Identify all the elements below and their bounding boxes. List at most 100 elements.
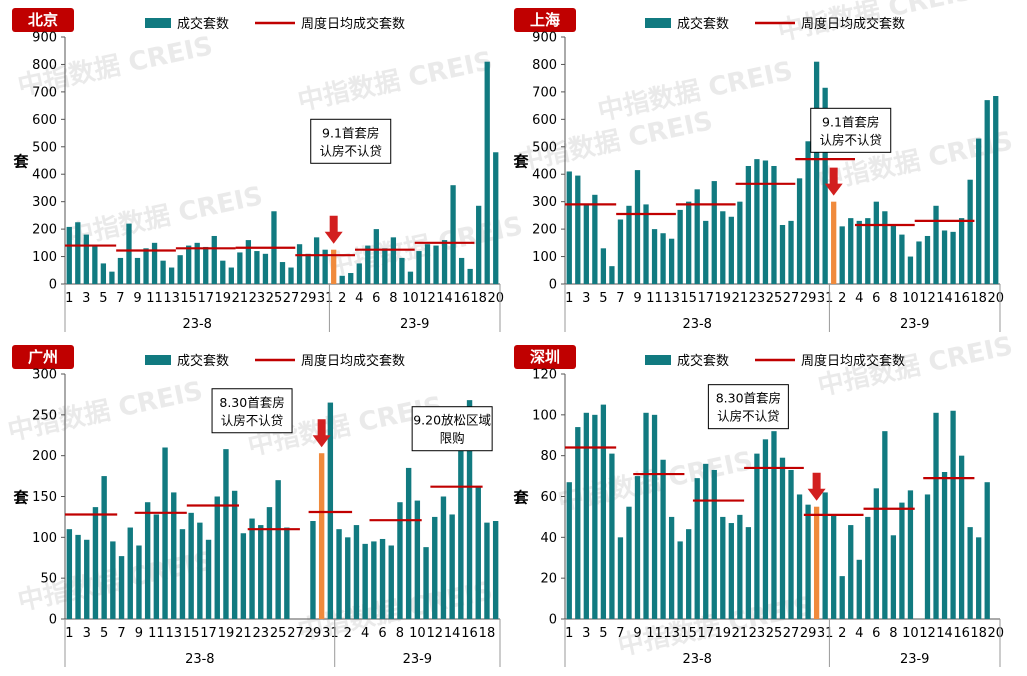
bar bbox=[626, 205, 632, 284]
x-tick-label: 6 bbox=[378, 626, 386, 641]
bar bbox=[839, 226, 845, 284]
bar bbox=[223, 449, 229, 619]
bar bbox=[967, 179, 973, 284]
x-tick-label: 21 bbox=[235, 626, 252, 641]
x-tick-label: 12 bbox=[419, 291, 436, 306]
chart-panel-1: 北京 成交套数 周度日均成交套数 0 100 200 300 400 500 600 700 800 9… bbox=[12, 8, 504, 332]
annotation-box bbox=[810, 107, 892, 153]
x-tick-label: 8 bbox=[889, 291, 897, 306]
bar bbox=[353, 525, 360, 619]
bar bbox=[626, 506, 632, 619]
bar bbox=[197, 522, 203, 619]
bar bbox=[458, 443, 464, 619]
x-tick-label: 3 bbox=[582, 626, 590, 641]
y-tick-label: 500 bbox=[32, 140, 57, 155]
legend-label-weekly-avg: 周度日均成交套数 bbox=[301, 16, 405, 32]
bar bbox=[416, 251, 422, 284]
x-tick-label: 29 bbox=[800, 291, 817, 306]
y-tick-label: 120 bbox=[532, 368, 557, 383]
watermark-text: 中指数据 CREIS bbox=[65, 181, 265, 252]
bar bbox=[83, 234, 89, 284]
bar bbox=[249, 518, 255, 619]
month-group-label: 23-9 bbox=[900, 317, 930, 332]
x-tick-label: 17 bbox=[697, 626, 714, 641]
bar bbox=[214, 496, 220, 619]
bar bbox=[362, 543, 368, 619]
x-tick-label: 13 bbox=[663, 626, 680, 641]
x-tick-label: 19 bbox=[215, 291, 232, 306]
month-group-label: 23-9 bbox=[900, 652, 930, 667]
bar bbox=[916, 241, 922, 284]
bar bbox=[711, 469, 717, 619]
x-tick-label: 6 bbox=[872, 291, 880, 306]
x-tick-label: 4 bbox=[355, 291, 363, 306]
bar bbox=[703, 220, 709, 284]
x-tick-label: 2 bbox=[838, 291, 846, 306]
legend-bar-swatch bbox=[645, 355, 671, 365]
bar bbox=[796, 178, 803, 284]
annotation-text: 9.20放松区域 bbox=[413, 413, 491, 428]
bar bbox=[466, 400, 473, 619]
bar bbox=[336, 529, 342, 619]
x-tick-label: 29 bbox=[300, 291, 317, 306]
legend-bar-swatch bbox=[145, 355, 171, 365]
annotation-text: 认房不认贷 bbox=[717, 409, 780, 424]
annotation-text: 认房不认贷 bbox=[221, 413, 284, 428]
x-tick-label: 10 bbox=[902, 626, 919, 641]
bar bbox=[643, 204, 649, 284]
x-tick-label: 31 bbox=[322, 626, 339, 641]
x-tick-label: 16 bbox=[453, 291, 470, 306]
x-tick-label: 19 bbox=[715, 626, 732, 641]
x-tick-label: 18 bbox=[970, 626, 987, 641]
bar bbox=[414, 500, 421, 619]
bar bbox=[194, 242, 200, 284]
bar bbox=[203, 246, 209, 284]
bar bbox=[583, 412, 589, 619]
bar bbox=[711, 181, 717, 284]
bar bbox=[305, 253, 311, 284]
y-axis-title: 套 bbox=[512, 153, 529, 171]
x-tick-label: 25 bbox=[766, 626, 783, 641]
x-tick-label: 23 bbox=[252, 626, 269, 641]
bar bbox=[66, 529, 73, 619]
month-group-label: 23-9 bbox=[400, 317, 430, 332]
bar bbox=[651, 229, 658, 284]
x-tick-label: 16 bbox=[953, 291, 970, 306]
y-tick-label: 400 bbox=[32, 168, 57, 183]
bar bbox=[109, 271, 115, 284]
bar bbox=[117, 257, 124, 284]
bar bbox=[600, 248, 607, 284]
bar bbox=[788, 220, 794, 284]
y-tick-label: 400 bbox=[532, 168, 557, 183]
bar bbox=[720, 211, 726, 284]
x-tick-label: 15 bbox=[680, 626, 697, 641]
bar bbox=[958, 218, 965, 284]
x-tick-label: 6 bbox=[872, 626, 880, 641]
bar bbox=[441, 240, 448, 284]
y-tick-label: 900 bbox=[32, 31, 57, 46]
x-tick-label: 2 bbox=[838, 626, 846, 641]
x-tick-label: 3 bbox=[582, 291, 590, 306]
bar bbox=[813, 61, 820, 285]
x-tick-label: 11 bbox=[646, 291, 663, 306]
x-tick-label: 2 bbox=[344, 626, 352, 641]
bar bbox=[186, 245, 192, 284]
bar bbox=[407, 271, 414, 284]
bar bbox=[831, 514, 837, 619]
y-tick-label: 600 bbox=[32, 113, 57, 128]
y-tick-label: 300 bbox=[32, 195, 57, 210]
y-axis-title: 套 bbox=[12, 489, 29, 507]
bar bbox=[694, 189, 700, 284]
bar bbox=[382, 248, 388, 284]
x-tick-label: 27 bbox=[783, 626, 800, 641]
bar bbox=[153, 514, 160, 619]
y-tick-label: 800 bbox=[532, 58, 557, 73]
bar bbox=[348, 273, 354, 284]
x-tick-label: 10 bbox=[902, 291, 919, 306]
bar bbox=[467, 268, 473, 284]
x-tick-label: 18 bbox=[970, 291, 987, 306]
bar bbox=[575, 427, 581, 619]
bar bbox=[237, 252, 243, 284]
y-tick-label: 0 bbox=[549, 613, 557, 628]
